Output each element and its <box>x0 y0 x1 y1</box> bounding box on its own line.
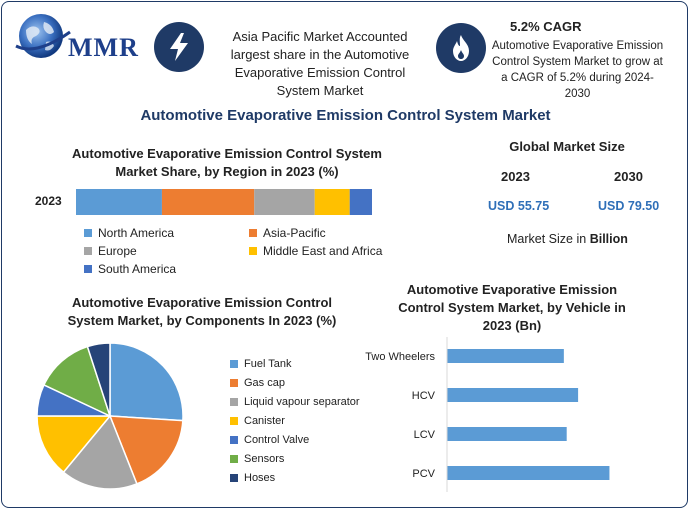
legend-sensors: Sensors <box>230 449 390 468</box>
legend-label: Sensors <box>244 452 285 465</box>
legend-swatch <box>249 229 257 237</box>
components-chart-title: Automotive Evaporative Emission Control … <box>67 295 337 328</box>
lightning-icon <box>154 22 204 72</box>
market-size-year-2030: 2030 <box>614 169 643 184</box>
legend-fuel-tank: Fuel Tank <box>230 354 390 373</box>
legend-label: Asia-Pacific <box>263 226 326 240</box>
legend-swatch <box>230 454 238 463</box>
legend-swatch <box>84 229 92 237</box>
legend-swatch <box>84 265 92 273</box>
bar-segment-north-america <box>76 189 162 215</box>
vehicle-bar-two-wheelers <box>447 349 564 363</box>
legend-canister: Canister <box>230 411 390 430</box>
market-size-value-2023: USD 55.75 <box>488 199 550 213</box>
legend-label: South America <box>98 262 177 276</box>
legend-label: Control Valve <box>244 433 310 446</box>
market-size-note-unit: Billion <box>589 232 628 246</box>
legend-label: Fuel Tank <box>244 357 292 370</box>
legend-label: Liquid vapour separator <box>244 395 360 408</box>
pie-slice-gas-cap <box>108 415 184 485</box>
region-stacked-bar <box>76 189 372 215</box>
vehicle-tick-label: HCV <box>412 390 436 402</box>
vehicle-tick-label: LCV <box>414 429 436 441</box>
pie-slice-fuel-tank <box>109 342 184 422</box>
market-size-year-2023: 2023 <box>501 169 530 184</box>
vehicle-bar-pcv <box>447 466 610 480</box>
legend-swatch <box>230 397 238 406</box>
pie-slice-liquid-vapour-separator <box>62 414 138 490</box>
globe-logo-icon <box>15 14 71 58</box>
vehicle-tick-label: PCV <box>412 468 435 480</box>
cagr-title: 5.2% CAGR <box>510 19 582 34</box>
legend-label: Hoses <box>244 471 276 484</box>
vehicle-bar-lcv <box>447 427 567 441</box>
region-bar-label: 2023 <box>35 194 62 208</box>
flame-icon <box>436 23 486 73</box>
legend-control-valve: Control Valve <box>230 430 390 449</box>
components-pie-chart <box>36 342 184 490</box>
region-chart-title: Automotive Evaporative Emission Control … <box>72 146 382 179</box>
pie-slice-sensors <box>42 345 112 418</box>
vehicle-chart-title: Automotive Evaporative Emission Control … <box>398 282 626 333</box>
vehicle-bar-chart: Two Wheelers HCV LCV PCV <box>365 337 610 492</box>
legend-swatch <box>249 247 257 255</box>
bar-segment-asia-pacific <box>161 189 255 215</box>
pie-slice-canister <box>36 415 112 474</box>
vehicle-bar-hcv <box>447 388 579 402</box>
legend-swatch <box>230 416 238 425</box>
legend-north-america: North America <box>84 226 174 240</box>
market-size-note-prefix: Market Size in <box>507 232 587 246</box>
bar-segment-middle-east-and-africa <box>314 189 350 215</box>
components-legend: Fuel Tank Gas cap Liquid vapour separator C… <box>230 354 390 487</box>
legend-label: Canister <box>244 414 285 427</box>
market-size-note: Market Size in Billion <box>507 232 628 246</box>
legend-label: Middle East and Africa <box>263 244 383 258</box>
main-title: Automotive Evaporative Emission Control … <box>140 107 551 124</box>
vehicle-tick-label: Two Wheelers <box>365 351 435 363</box>
legend-swatch <box>230 359 238 368</box>
callout-cagr: Automotive Evaporative Emission Control … <box>491 40 664 100</box>
legend-hoses: Hoses <box>230 468 390 487</box>
legend-swatch <box>230 435 238 444</box>
logo-text: MMR <box>68 33 139 62</box>
bar-segment-south-america <box>349 189 372 215</box>
region-legend: North America Asia-Pacific Europe Middle… <box>84 226 404 282</box>
legend-label: Europe <box>98 244 137 258</box>
legend-label: Gas cap <box>244 376 285 389</box>
bar-segment-europe <box>254 189 315 215</box>
pie-slice-hoses <box>86 342 111 417</box>
callout-asia-pacific: Asia Pacific Market Accounted largest sh… <box>230 29 410 98</box>
legend-gas-cap: Gas cap <box>230 373 390 392</box>
legend-swatch <box>230 473 238 482</box>
legend-swatch <box>84 247 92 255</box>
legend-asia-pacific: Asia-Pacific <box>249 226 326 240</box>
legend-middle-east: Middle East and Africa <box>249 244 382 258</box>
legend-europe: Europe <box>84 244 137 258</box>
legend-south-america: South America <box>84 262 176 276</box>
legend-label: North America <box>98 226 175 240</box>
legend-liquid-vapour-separator: Liquid vapour separator <box>230 392 390 411</box>
market-size-value-2030: USD 79.50 <box>598 199 660 213</box>
legend-swatch <box>230 378 238 387</box>
market-size-title: Global Market Size <box>509 139 625 154</box>
